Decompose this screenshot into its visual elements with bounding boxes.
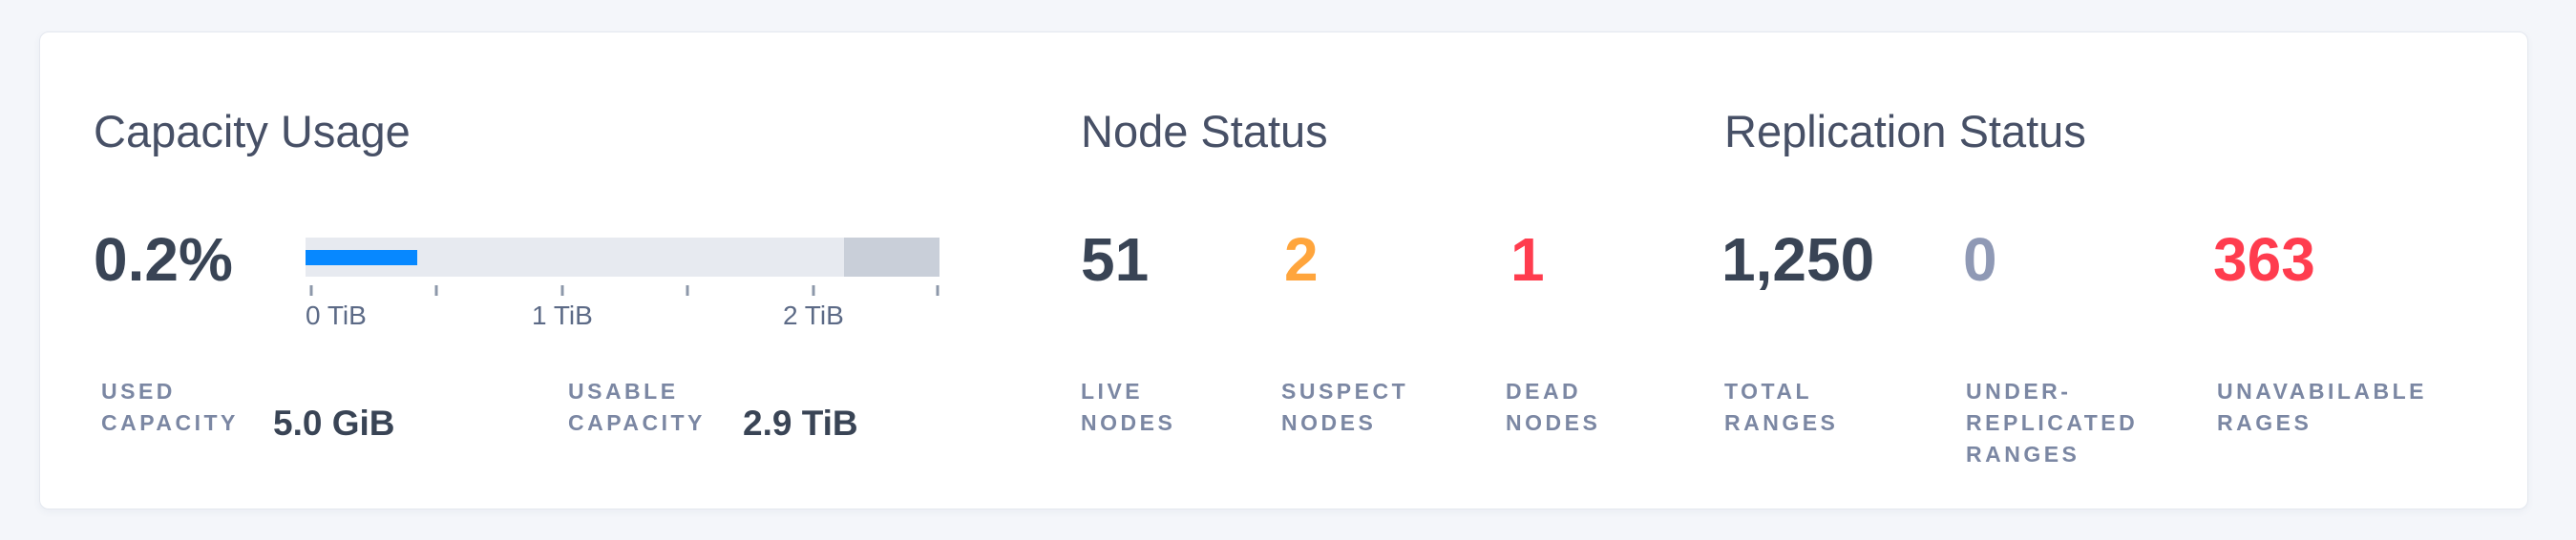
suspect-nodes-count: 2 — [1284, 225, 1319, 294]
replication-status-section: Replication Status 1,250 0 363 TOTAL RAN… — [1721, 32, 2526, 509]
axis-tick-mark — [434, 285, 438, 296]
total-ranges-count: 1,250 — [1721, 225, 1875, 294]
replication-status-title: Replication Status — [1724, 106, 2086, 156]
axis-tick-mark — [560, 285, 564, 296]
node-status-title: Node Status — [1081, 106, 1328, 156]
capacity-axis — [306, 285, 940, 296]
dead-nodes-count: 1 — [1510, 225, 1545, 294]
under-replicated-ranges-label: UNDER- REPLICATED RANGES — [1966, 379, 2139, 467]
usable-capacity-label: USABLE CAPACITY — [568, 379, 706, 435]
capacity-usage-title: Capacity Usage — [94, 106, 411, 156]
total-ranges-label: TOTAL RANGES — [1724, 379, 1839, 435]
cluster-summary-card: Capacity Usage 0.2% 0 TiB 1 TiB 2 TiB — [39, 31, 2528, 509]
usable-capacity-value: 2.9 TiB — [743, 404, 858, 443]
capacity-usage-section: Capacity Usage 0.2% 0 TiB 1 TiB 2 TiB — [94, 32, 953, 509]
axis-tick-label: 1 TiB — [532, 301, 593, 330]
axis-tick-mark — [686, 285, 689, 296]
axis-tick-mark — [309, 285, 313, 296]
used-capacity-label: USED CAPACITY — [101, 379, 239, 435]
capacity-bar-track — [306, 238, 940, 277]
capacity-used-percent: 0.2% — [94, 225, 233, 294]
live-nodes-label: LIVE NODES — [1081, 379, 1176, 435]
unavailable-ranges-count: 363 — [2213, 225, 2315, 294]
suspect-nodes-label: SUSPECT NODES — [1281, 379, 1409, 435]
capacity-bar-chart: 0 TiB 1 TiB 2 TiB — [306, 238, 940, 381]
capacity-axis-labels: 0 TiB 1 TiB 2 TiB — [306, 300, 940, 332]
axis-tick-label: 2 TiB — [782, 301, 844, 330]
node-status-section: Node Status 51 2 1 LIVE NODES SUSPECT NO… — [1081, 32, 1673, 509]
dead-nodes-label: DEAD NODES — [1506, 379, 1601, 435]
capacity-bar-used-fill — [306, 250, 417, 265]
axis-tick-mark — [812, 285, 815, 296]
unavailable-ranges-label: UNAVABILABLE RAGES — [2217, 379, 2428, 435]
under-replicated-ranges-count: 0 — [1963, 225, 1997, 294]
live-nodes-count: 51 — [1081, 225, 1150, 294]
axis-tick-label: 0 TiB — [306, 301, 367, 330]
axis-tick-mark — [936, 285, 940, 296]
used-capacity-value: 5.0 GiB — [273, 404, 395, 443]
capacity-bar-reserved-segment — [843, 238, 940, 277]
